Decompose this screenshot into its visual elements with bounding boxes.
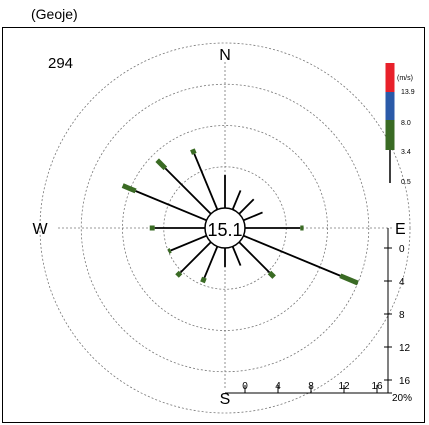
legend-threshold: 13.9 [401, 89, 415, 96]
sector-bar-NNW [193, 153, 219, 210]
tick-label-x: 8 [308, 381, 314, 392]
legend-swatch-1 [385, 92, 395, 120]
sector-bar-SW [179, 241, 212, 274]
sector-bar-WSW [170, 234, 207, 252]
tick-label-y: 4 [399, 277, 405, 288]
sector-bar-strong-SSW [200, 276, 207, 284]
legend-unit: (m/s) [397, 75, 413, 82]
calm-circle [204, 207, 246, 249]
grid-ring [39, 42, 411, 414]
tick-label-x: 4 [275, 381, 281, 392]
legend-threshold: 3.4 [401, 149, 411, 156]
legend-swatch-2 [385, 120, 395, 150]
dir-west: W [32, 221, 48, 238]
dir-north: N [219, 47, 231, 64]
sector-bar-strong-WSW [167, 248, 172, 254]
sector-bar-ESE [243, 234, 341, 277]
radial-axis-horizontal: 0 4 8 12 16 20% [225, 381, 412, 404]
tick-label-x: 16 [371, 381, 383, 392]
sector-bar-NNE [231, 190, 242, 210]
sector-bar-strong-WNW [121, 183, 137, 194]
dir-south: S [220, 391, 231, 408]
sector-bar-SE [238, 241, 271, 274]
sector-bar-strong-ESE [339, 273, 359, 286]
sector-bar-strong-SE [267, 270, 276, 279]
tick-label-x: 0 [242, 381, 248, 392]
dir-east: E [395, 221, 406, 238]
tick-label-x: 12 [338, 381, 350, 392]
legend-threshold: 8.0 [401, 120, 411, 127]
sector-bar-NW [164, 167, 212, 215]
speed-legend: (m/s) 13.9 8.0 3.4 0.5 [385, 63, 415, 186]
legend-swatch-0 [385, 63, 395, 92]
chart-frame [2, 27, 425, 423]
sector-bar-SSW [203, 246, 219, 279]
sector-bar-WNW [135, 190, 207, 222]
station-label: (Geoje) [31, 6, 78, 22]
sector-bar-NE [238, 198, 255, 215]
legend-threshold: 0.5 [401, 179, 411, 186]
sector-bar-SSE [231, 246, 242, 266]
tick-label-max: 20% [392, 393, 412, 404]
sector-bar-ENE [243, 211, 263, 222]
count-label: 294 [48, 55, 73, 72]
tick-label-y: 0 [399, 244, 405, 255]
tick-label-y: 12 [399, 343, 411, 354]
sector-bar-strong-SW [175, 270, 183, 278]
tick-label-y: 16 [399, 376, 411, 387]
legend-swatch-3 [389, 150, 391, 183]
calm-percent: 15.1 [207, 220, 242, 240]
sector-bar-strong-NW [155, 158, 168, 171]
tick-label-y: 8 [399, 310, 405, 321]
sector-bars [121, 148, 359, 286]
sector-bar-strong-NNW [190, 148, 197, 155]
radial-axis-vertical: 0 4 8 12 16 [384, 228, 411, 393]
